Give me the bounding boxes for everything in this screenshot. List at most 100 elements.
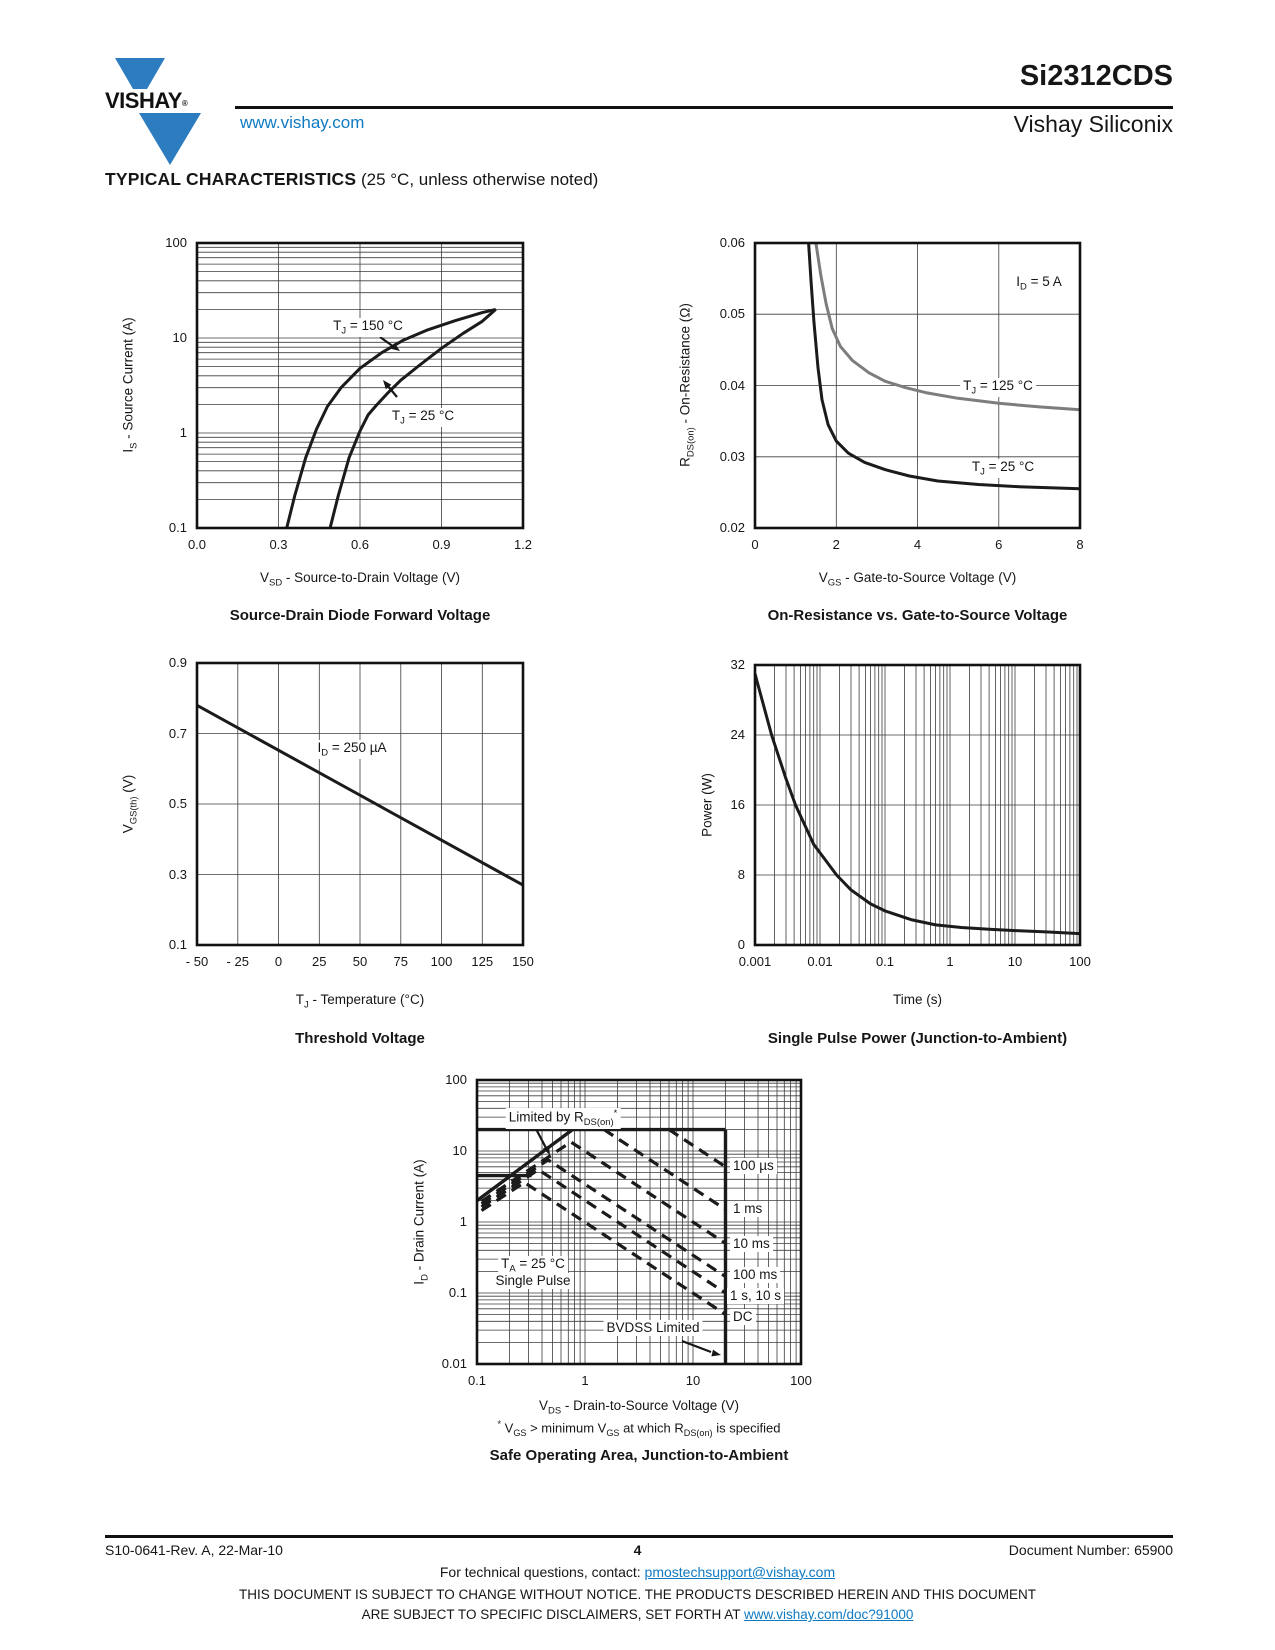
y-tick-label: 0.02 xyxy=(719,520,745,535)
series-0 xyxy=(753,673,1081,936)
x-axis-label: VSD - Source-to-Drain Voltage (V) xyxy=(260,570,460,589)
annotation-tj-150: TJ = 150 °C xyxy=(330,318,406,338)
chart-on-resistance-vs-vgs: RDS(on) - On-Resistance (Ω) ID = 5 A TJ … xyxy=(658,225,1103,625)
annotation-tj-25: TJ = 25 °C xyxy=(968,459,1038,479)
annotation-ta-25: TA = 25 °C xyxy=(498,1256,568,1276)
x-tick-label: 0.1 xyxy=(467,1373,487,1388)
contact-email-link[interactable]: pmostechsupport@vishay.com xyxy=(644,1564,836,1580)
x-tick-label: 75 xyxy=(393,954,408,969)
chart-title: Source-Drain Diode Forward Voltage xyxy=(229,607,491,624)
pulse-label-dc: DC xyxy=(730,1309,756,1326)
x-tick-label: 100 xyxy=(1069,954,1091,969)
logo-wordmark: VISHAY® xyxy=(105,88,188,114)
x-tick-label: 0 xyxy=(751,537,759,552)
disclaimer-doc-link[interactable]: www.vishay.com/doc?91000 xyxy=(744,1607,914,1622)
x-tick-label: - 25 xyxy=(226,954,249,969)
gridlines xyxy=(197,663,523,945)
annotation-bvdss-limited: BVDSS Limited xyxy=(603,1320,703,1337)
y-tick-label: 8 xyxy=(737,867,745,882)
gridlines xyxy=(197,243,523,528)
y-tick-label: 1 xyxy=(179,425,187,440)
disclaimer-prefix: ARE SUBJECT TO SPECIFIC DISCLAIMERS, SET… xyxy=(361,1607,744,1622)
x-axis-label: Time (s) xyxy=(893,992,942,1007)
y-tick-label: 100 xyxy=(445,1072,467,1087)
chart-plot-fwd xyxy=(195,241,525,530)
x-tick-label: 8 xyxy=(1076,537,1084,552)
chart-title: Single Pulse Power (Junction-to-Ambient) xyxy=(767,1030,1068,1047)
y-tick-label: 24 xyxy=(730,727,745,742)
chart-source-drain-diode-forward-voltage: IS - Source Current (A) TJ = 150 °C TJ =… xyxy=(100,225,545,625)
annotation-arrows xyxy=(534,1126,721,1357)
y-tick-label: 10 xyxy=(452,1143,467,1158)
series-group xyxy=(196,703,524,887)
annotation-limited-by-rdson: Limited by RDS(on)* xyxy=(505,1108,621,1129)
chart-title: Safe Operating Area, Junction-to-Ambient xyxy=(489,1447,789,1464)
x-tick-label: 100 xyxy=(430,954,453,969)
chart-plot-spp xyxy=(753,663,1082,947)
x-tick-label: 0.0 xyxy=(187,537,207,552)
x-tick-label: 50 xyxy=(352,954,368,969)
pulse-label-1s-10s: 1 s, 10 s xyxy=(727,1288,785,1305)
chart-plot-vth xyxy=(195,661,525,947)
series-group xyxy=(475,1122,728,1364)
annotation-id-5a: ID = 5 A xyxy=(1013,274,1065,294)
y-tick-label: 0.04 xyxy=(719,377,745,393)
series-0 xyxy=(196,703,524,887)
logo-text: VISHAY xyxy=(105,88,182,113)
x-tick-label: 10 xyxy=(685,1373,701,1388)
y-tick-label: 1 xyxy=(459,1214,467,1229)
chart-title: Threshold Voltage xyxy=(295,1030,425,1047)
website-link[interactable]: www.vishay.com xyxy=(240,113,365,132)
series-1 xyxy=(328,308,497,529)
chart-safe-operating-area: ID - Drain Current (A) Limited by RDS(on… xyxy=(380,1062,825,1477)
y-tick-label: 0.06 xyxy=(719,235,745,250)
annotation-tj-125: TJ = 125 °C xyxy=(960,378,1036,398)
chart-title: On-Resistance vs. Gate-to-Source Voltage xyxy=(767,607,1068,624)
plot-border xyxy=(195,241,525,530)
y-tick-label: 0.03 xyxy=(719,448,745,464)
vishay-logo: VISHAY® xyxy=(100,55,230,175)
series-group xyxy=(285,307,497,529)
x-tick-label: - 50 xyxy=(185,954,209,969)
section-title: TYPICAL CHARACTERISTICS xyxy=(105,169,357,189)
y-tick-label: 0.7 xyxy=(168,725,187,741)
x-tick-label: 4 xyxy=(913,537,922,552)
series-2 xyxy=(480,1140,727,1245)
x-tick-label: 0.001 xyxy=(738,954,772,969)
x-tick-label: 150 xyxy=(512,954,534,969)
y-tick-label: 0.1 xyxy=(168,937,187,952)
section-subtitle: (25 °C, unless otherwise noted) xyxy=(356,170,599,189)
x-axis-label: TJ - Temperature (°C) xyxy=(295,992,425,1011)
x-tick-label: 25 xyxy=(312,954,327,969)
gridlines xyxy=(755,665,1080,945)
contact-prefix: For technical questions, contact: xyxy=(439,1564,645,1580)
footer-page-number: 4 xyxy=(633,1542,642,1558)
x-tick-label: 1.2 xyxy=(513,537,533,552)
x-tick-label: 0.3 xyxy=(269,537,288,552)
plot-border xyxy=(195,661,525,947)
x-tick-label: 0.9 xyxy=(432,537,451,552)
series-1 xyxy=(603,1128,727,1211)
y-tick-label: 0 xyxy=(737,937,745,952)
footer-revision: S10-0641-Rev. A, 22-Mar-10 xyxy=(105,1542,283,1558)
x-tick-label: 100 xyxy=(790,1373,812,1388)
x-tick-label: 1 xyxy=(581,1373,589,1388)
section-heading: TYPICAL CHARACTERISTICS (25 °C, unless o… xyxy=(105,169,598,190)
annotation-single-pulse: Single Pulse xyxy=(492,1273,574,1290)
series-0 xyxy=(285,307,497,529)
series-group xyxy=(753,673,1081,936)
footer-disclaimer-line1: THIS DOCUMENT IS SUBJECT TO CHANGE WITHO… xyxy=(238,1587,1037,1602)
annotation-id-250ua: ID = 250 µA xyxy=(314,740,390,760)
y-tick-label: 0.5 xyxy=(168,796,187,811)
x-axis-label: VGS - Gate-to-Source Voltage (V) xyxy=(818,570,1017,589)
x-tick-label: 0.1 xyxy=(875,954,895,969)
logo-trapezoid-icon xyxy=(115,58,165,89)
y-tick-label: 100 xyxy=(165,235,187,250)
y-tick-label: 0.01 xyxy=(441,1356,467,1371)
x-tick-label: 6 xyxy=(995,537,1003,552)
chart-threshold-voltage: VGS(th) (V) ID = 250 µA TJ - Temperature… xyxy=(100,645,545,1047)
chart-single-pulse-power: Power (W) Time (s) Single Pulse Power (J… xyxy=(658,647,1103,1047)
series-group xyxy=(807,242,1081,491)
chart-footnote: * VGS > minimum VGS at which RDS(on) is … xyxy=(497,1419,781,1438)
